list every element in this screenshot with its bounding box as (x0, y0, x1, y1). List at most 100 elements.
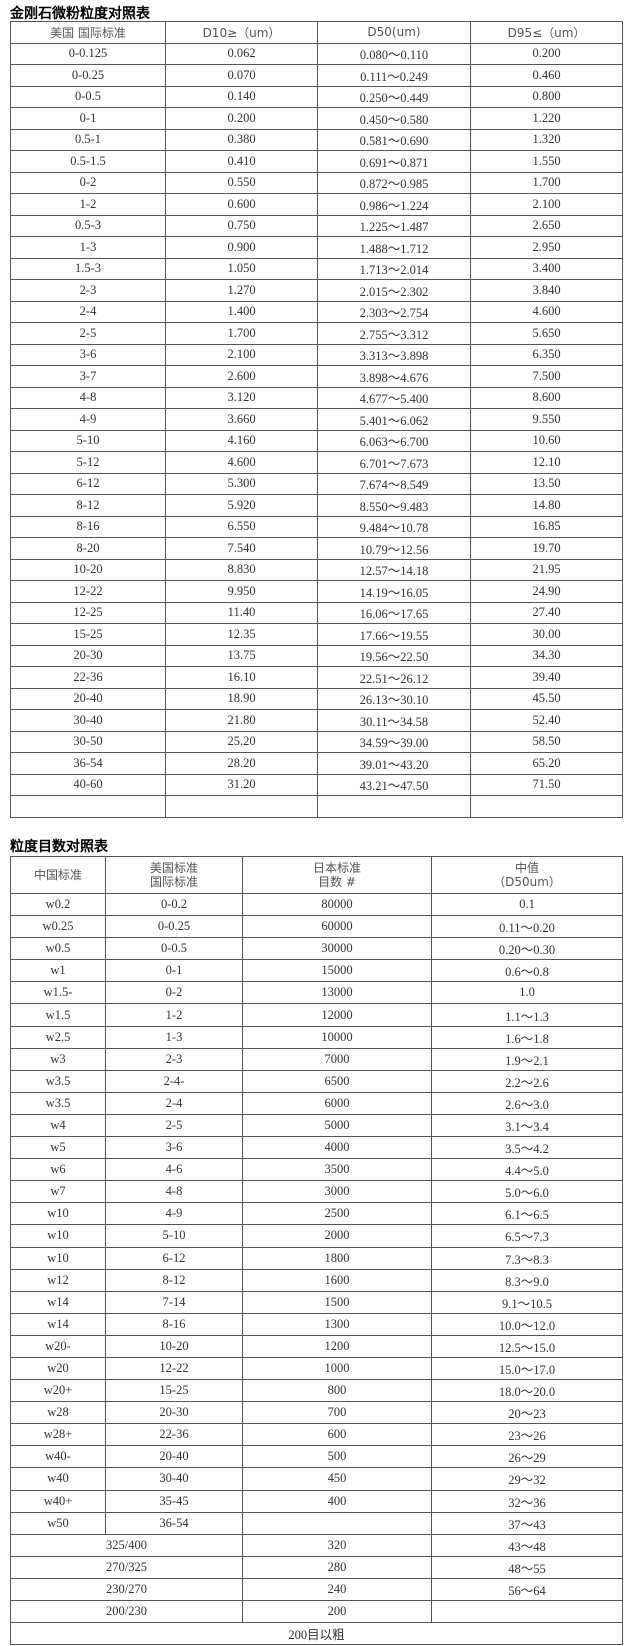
row: 8-20 7.540 10.79～12.56 19.70 (10, 537, 623, 560)
cell: 40-60 (10, 773, 166, 796)
cell: 3.5～4.2 (431, 1136, 623, 1160)
cell: w0.5 (10, 937, 106, 961)
cell: 2-3 (105, 1047, 243, 1071)
cell: 1.270 (165, 279, 318, 302)
cell: 6.063～6.700 (317, 429, 471, 452)
cell: 3.313～3.898 (317, 343, 471, 366)
cell: 0.380 (165, 128, 318, 151)
cell: 10000 (242, 1025, 432, 1049)
cell: 2.755～3.312 (317, 322, 471, 345)
cell: 3.400 (470, 257, 623, 280)
cell: 11.40 (165, 601, 318, 624)
cell: 0.986～1.224 (317, 193, 471, 216)
cell: 0.11～0.20 (431, 915, 623, 939)
cell: 0.062 (165, 42, 318, 65)
cell (242, 1511, 432, 1535)
cell: 15-25 (10, 623, 166, 646)
blank-row (10, 795, 623, 818)
cell: w1.5- (10, 981, 106, 1005)
cell: 80000 (242, 892, 432, 917)
cell: 4.600 (165, 451, 318, 474)
merged-row: 200/230 200 (10, 1599, 623, 1624)
cell: 1.320 (470, 128, 623, 151)
cell: 0.070 (165, 64, 318, 87)
row: w28 20-30 700 20～23 (10, 1401, 623, 1425)
cell: 0-0.125 (10, 42, 166, 65)
cell: 0.800 (470, 85, 623, 108)
cell: 1600 (242, 1268, 432, 1292)
cell: 43.21～47.50 (317, 773, 471, 796)
cell: 6.5～7.3 (431, 1224, 623, 1248)
cell: 2-5 (105, 1113, 243, 1138)
header-cell: 美国标准 国际标准 (105, 856, 243, 894)
row: 0-0.5 0.140 0.250～0.449 0.800 (10, 85, 623, 108)
cell: 6.550 (165, 515, 318, 538)
row: 1-3 0.900 1.488～1.712 2.950 (10, 236, 623, 259)
cell: 12.10 (470, 451, 623, 474)
row: w10 5-10 2000 6.5～7.3 (10, 1224, 623, 1248)
cell: 0.581～0.690 (317, 128, 471, 151)
row: w50 36-54 37～43 (10, 1511, 623, 1535)
row: w14 8-16 1300 10.0～12.0 (10, 1312, 623, 1336)
cell: 9.484～10.78 (317, 515, 471, 538)
cell: w40+ (10, 1489, 106, 1513)
row: 22-36 16.10 22.51～26.12 39.40 (10, 666, 623, 689)
cell: 20-40 (10, 687, 166, 710)
row: 1.5-3 1.050 1.713～2.014 3.400 (10, 257, 623, 280)
cell: 8-16 (105, 1312, 243, 1336)
cell: 230/270 (10, 1577, 243, 1602)
cell: 0.460 (470, 64, 623, 87)
cell: 30.00 (470, 623, 623, 646)
cell: 200 (242, 1599, 432, 1624)
cell: 22.51～26.12 (317, 666, 471, 689)
row: 2-5 1.700 2.755～3.312 5.650 (10, 322, 623, 345)
cell: 43～48 (431, 1533, 623, 1557)
footer-row: 200目以粗 (10, 1622, 623, 1646)
cell: 4000 (242, 1136, 432, 1160)
cell: 0.450～0.580 (317, 107, 471, 130)
cell (431, 1599, 623, 1624)
table-title: 金刚石微粉粒度对照表 (10, 6, 150, 22)
cell: w7 (10, 1180, 106, 1204)
cell: 1.550 (470, 150, 623, 173)
cell: 0-2 (10, 171, 166, 194)
cell: 0.750 (165, 214, 318, 237)
row: 0.5-1 0.380 0.581～0.690 1.320 (10, 128, 623, 151)
cell: 1.0 (431, 981, 623, 1005)
row: w5 3-6 4000 3.5～4.2 (10, 1136, 623, 1160)
cell: 8.550～9.483 (317, 494, 471, 517)
cell: 12.57～14.18 (317, 558, 471, 581)
cell: 60000 (242, 915, 432, 939)
cell: 7.540 (165, 537, 318, 560)
row: 4-8 3.120 4.677～5.400 8.600 (10, 386, 623, 409)
header-row: 中国标准 美国标准 国际标准 日本标准 目数 # 中值 （D50um） (10, 856, 623, 894)
row: 5-10 4.160 6.063～6.700 10.60 (10, 429, 623, 452)
cell: w1 (10, 959, 106, 983)
row: w20+ 15-25 800 18.0～20.0 (10, 1379, 623, 1403)
cell: 28.20 (165, 752, 318, 775)
row: 2-4 1.400 2.303～2.754 4.600 (10, 300, 623, 323)
mesh-size-table: 中国标准 美国标准 国际标准 日本标准 目数 # 中值 （D50um） w0.2 0-0.2 80… (10, 856, 623, 1646)
cell: 0-0.5 (105, 937, 243, 961)
row: w7 4-8 3000 5.0～6.0 (10, 1180, 623, 1204)
cell: 48～55 (431, 1555, 623, 1579)
cell (470, 795, 623, 818)
cell: 18.0～20.0 (431, 1379, 623, 1403)
header-line: 国际标准 (149, 875, 198, 889)
cell: 3.840 (470, 279, 623, 302)
cell: 4-8 (10, 386, 166, 409)
header-line: （D50um） (493, 875, 561, 889)
cell: w3.5 (10, 1091, 106, 1115)
cell: w3 (10, 1047, 106, 1071)
row: w40- 20-40 500 26～29 (10, 1445, 623, 1469)
cell: 9.950 (165, 580, 318, 603)
cell: 0-0.2 (105, 892, 243, 917)
cell: 0.1 (431, 892, 623, 917)
cell: 2.015～2.302 (317, 279, 471, 302)
cell: 0.900 (165, 236, 318, 259)
cell: w10 (10, 1202, 106, 1226)
cell: 34.59～39.00 (317, 730, 471, 753)
header-cell: D95≤（um） (470, 21, 623, 44)
cell: 7000 (242, 1047, 432, 1071)
